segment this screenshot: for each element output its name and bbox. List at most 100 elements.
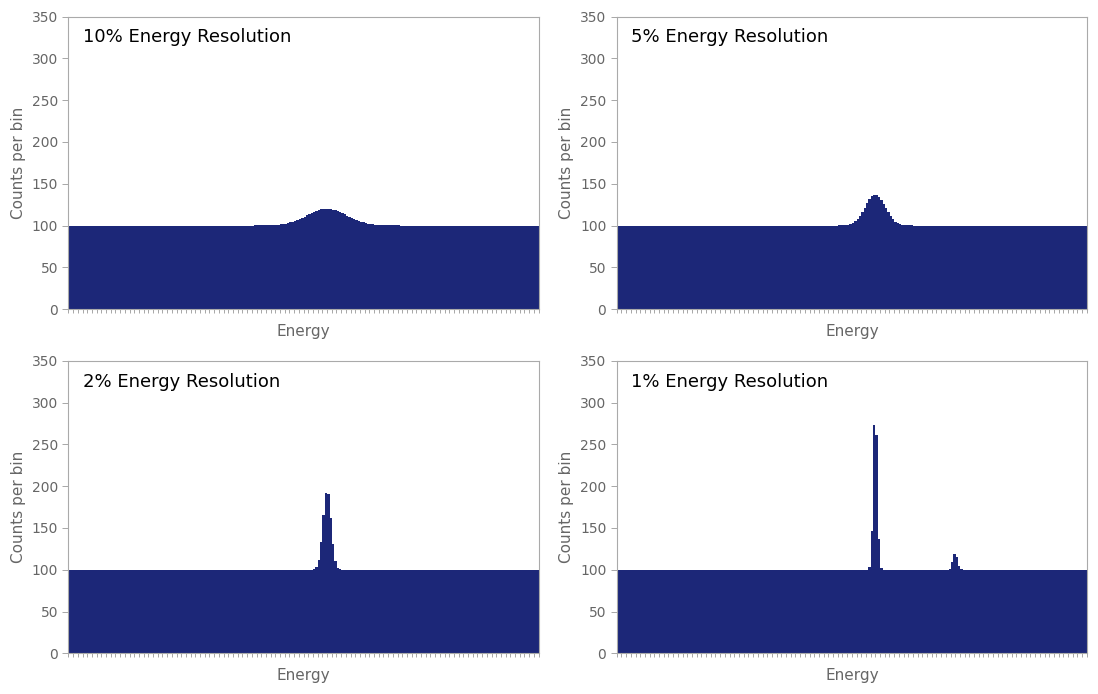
X-axis label: Energy: Energy bbox=[277, 668, 330, 683]
Bar bbox=[120, 226, 122, 309]
Bar bbox=[448, 570, 450, 653]
Bar bbox=[358, 221, 360, 309]
Bar bbox=[774, 570, 776, 653]
Bar bbox=[1022, 570, 1024, 653]
Bar bbox=[219, 570, 221, 653]
Bar bbox=[157, 570, 159, 653]
Bar bbox=[895, 570, 897, 653]
Bar bbox=[1076, 570, 1078, 653]
Bar bbox=[859, 216, 861, 309]
Bar bbox=[871, 532, 873, 653]
Bar bbox=[1017, 570, 1020, 653]
Bar bbox=[828, 570, 830, 653]
Bar bbox=[748, 226, 750, 309]
Bar bbox=[412, 226, 415, 309]
Bar bbox=[883, 570, 885, 653]
Bar bbox=[448, 226, 450, 309]
X-axis label: Energy: Energy bbox=[277, 323, 330, 339]
Bar bbox=[405, 570, 407, 653]
Bar bbox=[1043, 570, 1045, 653]
Bar bbox=[518, 570, 520, 653]
Bar bbox=[176, 570, 178, 653]
Bar bbox=[760, 570, 762, 653]
Bar bbox=[417, 570, 419, 653]
Bar bbox=[264, 226, 266, 309]
Bar bbox=[464, 570, 467, 653]
Bar bbox=[161, 570, 164, 653]
Bar bbox=[442, 570, 446, 653]
Bar bbox=[653, 570, 656, 653]
Bar bbox=[930, 570, 932, 653]
Bar bbox=[826, 570, 828, 653]
Bar bbox=[953, 226, 955, 309]
Bar bbox=[341, 570, 344, 653]
Bar bbox=[313, 569, 315, 653]
Bar bbox=[128, 226, 131, 309]
Bar bbox=[426, 570, 428, 653]
Bar bbox=[1067, 570, 1069, 653]
Bar bbox=[354, 219, 356, 309]
Bar bbox=[959, 226, 961, 309]
Bar bbox=[842, 226, 844, 309]
Bar bbox=[334, 210, 337, 309]
Bar bbox=[672, 226, 674, 309]
Bar bbox=[1060, 570, 1062, 653]
Bar bbox=[632, 226, 635, 309]
Bar bbox=[200, 570, 202, 653]
Bar bbox=[996, 226, 998, 309]
Bar bbox=[533, 226, 535, 309]
Bar bbox=[233, 570, 235, 653]
Bar bbox=[254, 226, 256, 309]
Bar bbox=[850, 570, 852, 653]
Bar bbox=[261, 226, 264, 309]
Bar bbox=[407, 226, 410, 309]
Bar bbox=[235, 570, 237, 653]
Bar bbox=[368, 570, 370, 653]
Bar bbox=[516, 226, 518, 309]
Bar bbox=[415, 226, 417, 309]
Bar bbox=[1055, 226, 1057, 309]
Bar bbox=[362, 223, 365, 309]
Bar bbox=[452, 226, 455, 309]
Bar bbox=[731, 226, 733, 309]
Bar bbox=[986, 570, 989, 653]
Bar bbox=[967, 226, 970, 309]
Bar bbox=[769, 570, 772, 653]
Bar bbox=[1041, 226, 1043, 309]
Bar bbox=[866, 203, 869, 309]
Bar bbox=[715, 570, 717, 653]
Bar bbox=[506, 570, 509, 653]
Bar bbox=[237, 570, 239, 653]
Bar bbox=[231, 226, 233, 309]
Bar bbox=[743, 226, 746, 309]
Bar bbox=[977, 226, 979, 309]
Bar bbox=[746, 226, 748, 309]
Bar bbox=[100, 570, 103, 653]
Bar bbox=[776, 226, 778, 309]
Bar bbox=[1045, 570, 1047, 653]
Bar bbox=[346, 216, 348, 309]
Bar bbox=[977, 570, 979, 653]
Bar bbox=[1057, 226, 1060, 309]
Bar bbox=[155, 570, 157, 653]
Bar bbox=[819, 570, 821, 653]
Bar bbox=[235, 226, 237, 309]
Bar bbox=[741, 570, 743, 653]
Bar bbox=[419, 570, 422, 653]
Bar bbox=[329, 518, 332, 653]
Bar bbox=[346, 570, 348, 653]
Bar bbox=[528, 570, 530, 653]
Bar bbox=[514, 226, 516, 309]
Bar bbox=[173, 570, 176, 653]
Bar bbox=[251, 226, 254, 309]
Bar bbox=[245, 226, 247, 309]
Bar bbox=[112, 570, 114, 653]
Bar bbox=[386, 226, 389, 309]
Bar bbox=[91, 226, 93, 309]
Bar bbox=[979, 226, 982, 309]
Bar bbox=[635, 570, 637, 653]
Bar bbox=[469, 570, 471, 653]
Bar bbox=[348, 217, 350, 309]
Bar bbox=[856, 219, 859, 309]
Bar bbox=[223, 570, 225, 653]
